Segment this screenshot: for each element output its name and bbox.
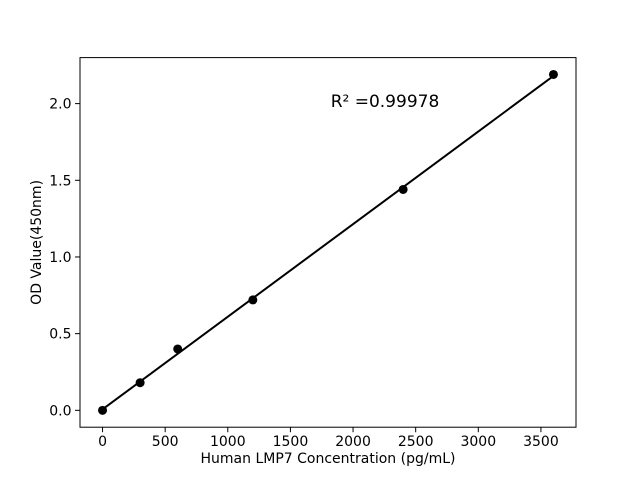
x-tick-label: 2000	[335, 434, 371, 450]
data-point	[98, 405, 108, 415]
y-axis-ticks: 0.0 0.5 1.0 1.5 2.0	[49, 97, 80, 419]
data-series	[98, 69, 558, 415]
data-point	[548, 69, 558, 79]
data-point	[173, 344, 183, 354]
data-point	[398, 184, 408, 194]
plot-border	[79, 57, 577, 428]
x-axis-ticks: 0 500 1000 1500 2000 2500 3000 3500	[98, 427, 559, 450]
x-axis-label: Human LMP7 Concentration (pg/mL)	[201, 451, 456, 467]
x-tick-label: 500	[152, 434, 179, 450]
data-point	[248, 295, 258, 305]
data-point	[135, 378, 145, 388]
x-tick-label: 3000	[460, 434, 496, 450]
fit-line	[101, 75, 555, 411]
y-tick-label: 0.0	[49, 403, 71, 419]
x-tick-label: 1500	[273, 434, 309, 450]
x-tick-label: 2500	[398, 434, 434, 450]
x-tick-label: 1000	[210, 434, 246, 450]
x-tick-label: 0	[98, 434, 107, 450]
y-axis-label: OD Value(450nm)	[29, 180, 45, 305]
y-tick-label: 2.0	[49, 97, 71, 113]
x-tick-label: 3500	[523, 434, 559, 450]
y-tick-label: 0.5	[49, 327, 71, 343]
r-squared-annotation: R² =0.99978	[331, 92, 440, 112]
y-tick-label: 1.5	[49, 173, 71, 189]
y-tick-label: 1.0	[49, 250, 71, 266]
